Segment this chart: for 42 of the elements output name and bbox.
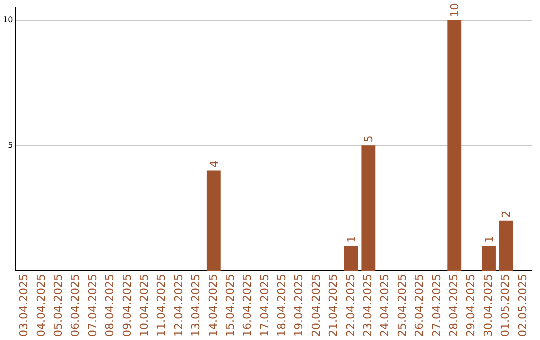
x-tick-label: 26.04.2025 xyxy=(413,274,426,338)
x-tick-label: 19.04.2025 xyxy=(292,274,306,338)
x-tick-label: 29.04.2025 xyxy=(464,274,478,338)
x-tick-label: 18.04.2025 xyxy=(276,274,289,338)
x-tick-label: 21.04.2025 xyxy=(327,274,340,338)
data-label: 4 xyxy=(208,160,221,168)
x-tick-label: 05.04.2025 xyxy=(52,274,66,338)
x-tick-label: 06.04.2025 xyxy=(69,274,82,338)
x-tick-label: 17.04.2025 xyxy=(258,274,272,338)
data-label: 2 xyxy=(500,210,514,218)
bar xyxy=(206,170,221,272)
data-label: 1 xyxy=(483,236,496,243)
x-tick-label: 04.04.2025 xyxy=(34,274,48,338)
x-tick-label: 11.04.2025 xyxy=(155,274,168,338)
data-label: 1 xyxy=(345,236,358,243)
x-tick-label: 23.04.2025 xyxy=(362,274,375,338)
x-tick-label: 02.05.2025 xyxy=(516,274,530,338)
x-tick-label: 09.04.2025 xyxy=(120,274,134,338)
x-tick-label: 30.04.2025 xyxy=(482,274,495,338)
data-label: 5 xyxy=(362,136,376,143)
bar xyxy=(482,246,496,272)
x-tick-label: 22.04.2025 xyxy=(344,274,358,338)
x-tick-label: 03.04.2025 xyxy=(18,274,31,338)
x-tick-label: 07.04.2025 xyxy=(86,274,100,338)
x-tick-label: 10.04.2025 xyxy=(138,274,151,338)
bar xyxy=(362,146,376,272)
x-tick-label: 20.04.2025 xyxy=(310,274,323,338)
x-tick-label: 13.04.2025 xyxy=(190,274,203,338)
x-tick-label: 12.04.2025 xyxy=(172,274,186,338)
x-tick-label: 28.04.2025 xyxy=(447,274,460,338)
x-tick-label: 14.04.2025 xyxy=(206,274,220,338)
x-tick-label: 16.04.2025 xyxy=(241,274,254,338)
x-tick-label: 25.04.2025 xyxy=(396,274,409,338)
x-tick-label: 27.04.2025 xyxy=(430,274,444,338)
x-tick-label: 01.05.2025 xyxy=(499,274,512,338)
bar xyxy=(344,246,358,272)
x-tick-label: 15.04.2025 xyxy=(224,274,237,338)
data-label: 10 xyxy=(448,3,462,18)
x-tick-label: 08.04.2025 xyxy=(104,274,117,338)
x-tick-label: 24.04.2025 xyxy=(378,274,392,338)
bar xyxy=(499,220,514,272)
bar xyxy=(448,20,462,272)
